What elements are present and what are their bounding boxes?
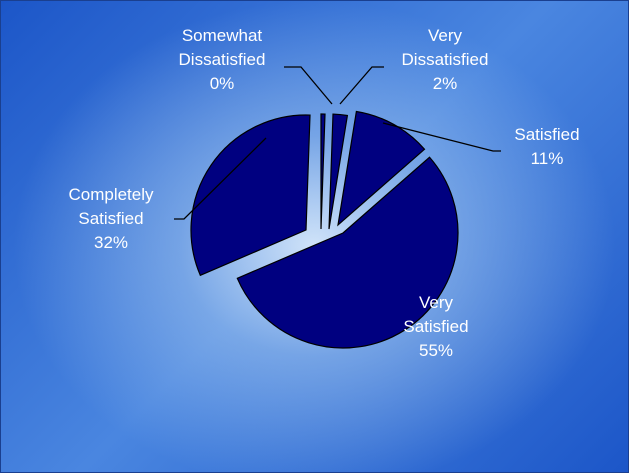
slice-percent-label: 55% [419,341,453,360]
pie-slice-very-satisfied [236,156,459,349]
slice-name-label: Satisfied [403,317,468,336]
leader-line-completely-satisfied [174,137,267,220]
slice-name-label: Completely [68,185,154,204]
slice-name-label: Very [419,293,454,312]
slice-name-label: Satisfied [514,125,579,144]
slice-name-label: Somewhat [182,26,263,45]
slice-percent-label: 11% [531,149,564,168]
leader-line-very-dissatisfied [339,66,384,105]
slice-name-label: Dissatisfied [179,50,266,69]
slice-label-satisfied: Satisfied 11% [514,125,579,168]
leader-line-satisfied [382,122,501,152]
pie-slice-completely-satisfied [190,114,311,277]
slice-label-very-dissatisfied: Very Dissatisfied 2% [402,26,489,93]
slice-name-label: Very [428,26,463,45]
slice-percent-label: 0% [210,74,235,93]
slice-name-label: Dissatisfied [402,50,489,69]
slice-percent-label: 2% [433,74,458,93]
slice-label-somewhat-dissatisfied: Somewhat Dissatisfied 0% [179,26,266,93]
slice-label-very-satisfied: Very Satisfied 55% [403,293,468,360]
pie-slice-very-dissatisfied [328,113,349,230]
slice-label-completely-satisfied: Completely Satisfied 32% [68,185,154,252]
slice-name-label: Satisfied [78,209,143,228]
slice-percent-label: 32% [94,233,128,252]
pie-slice-satisfied [337,110,426,227]
pie-slice-somewhat-dissatisfied [320,113,326,230]
leader-line-somewhat-dissatisfied [284,66,333,105]
